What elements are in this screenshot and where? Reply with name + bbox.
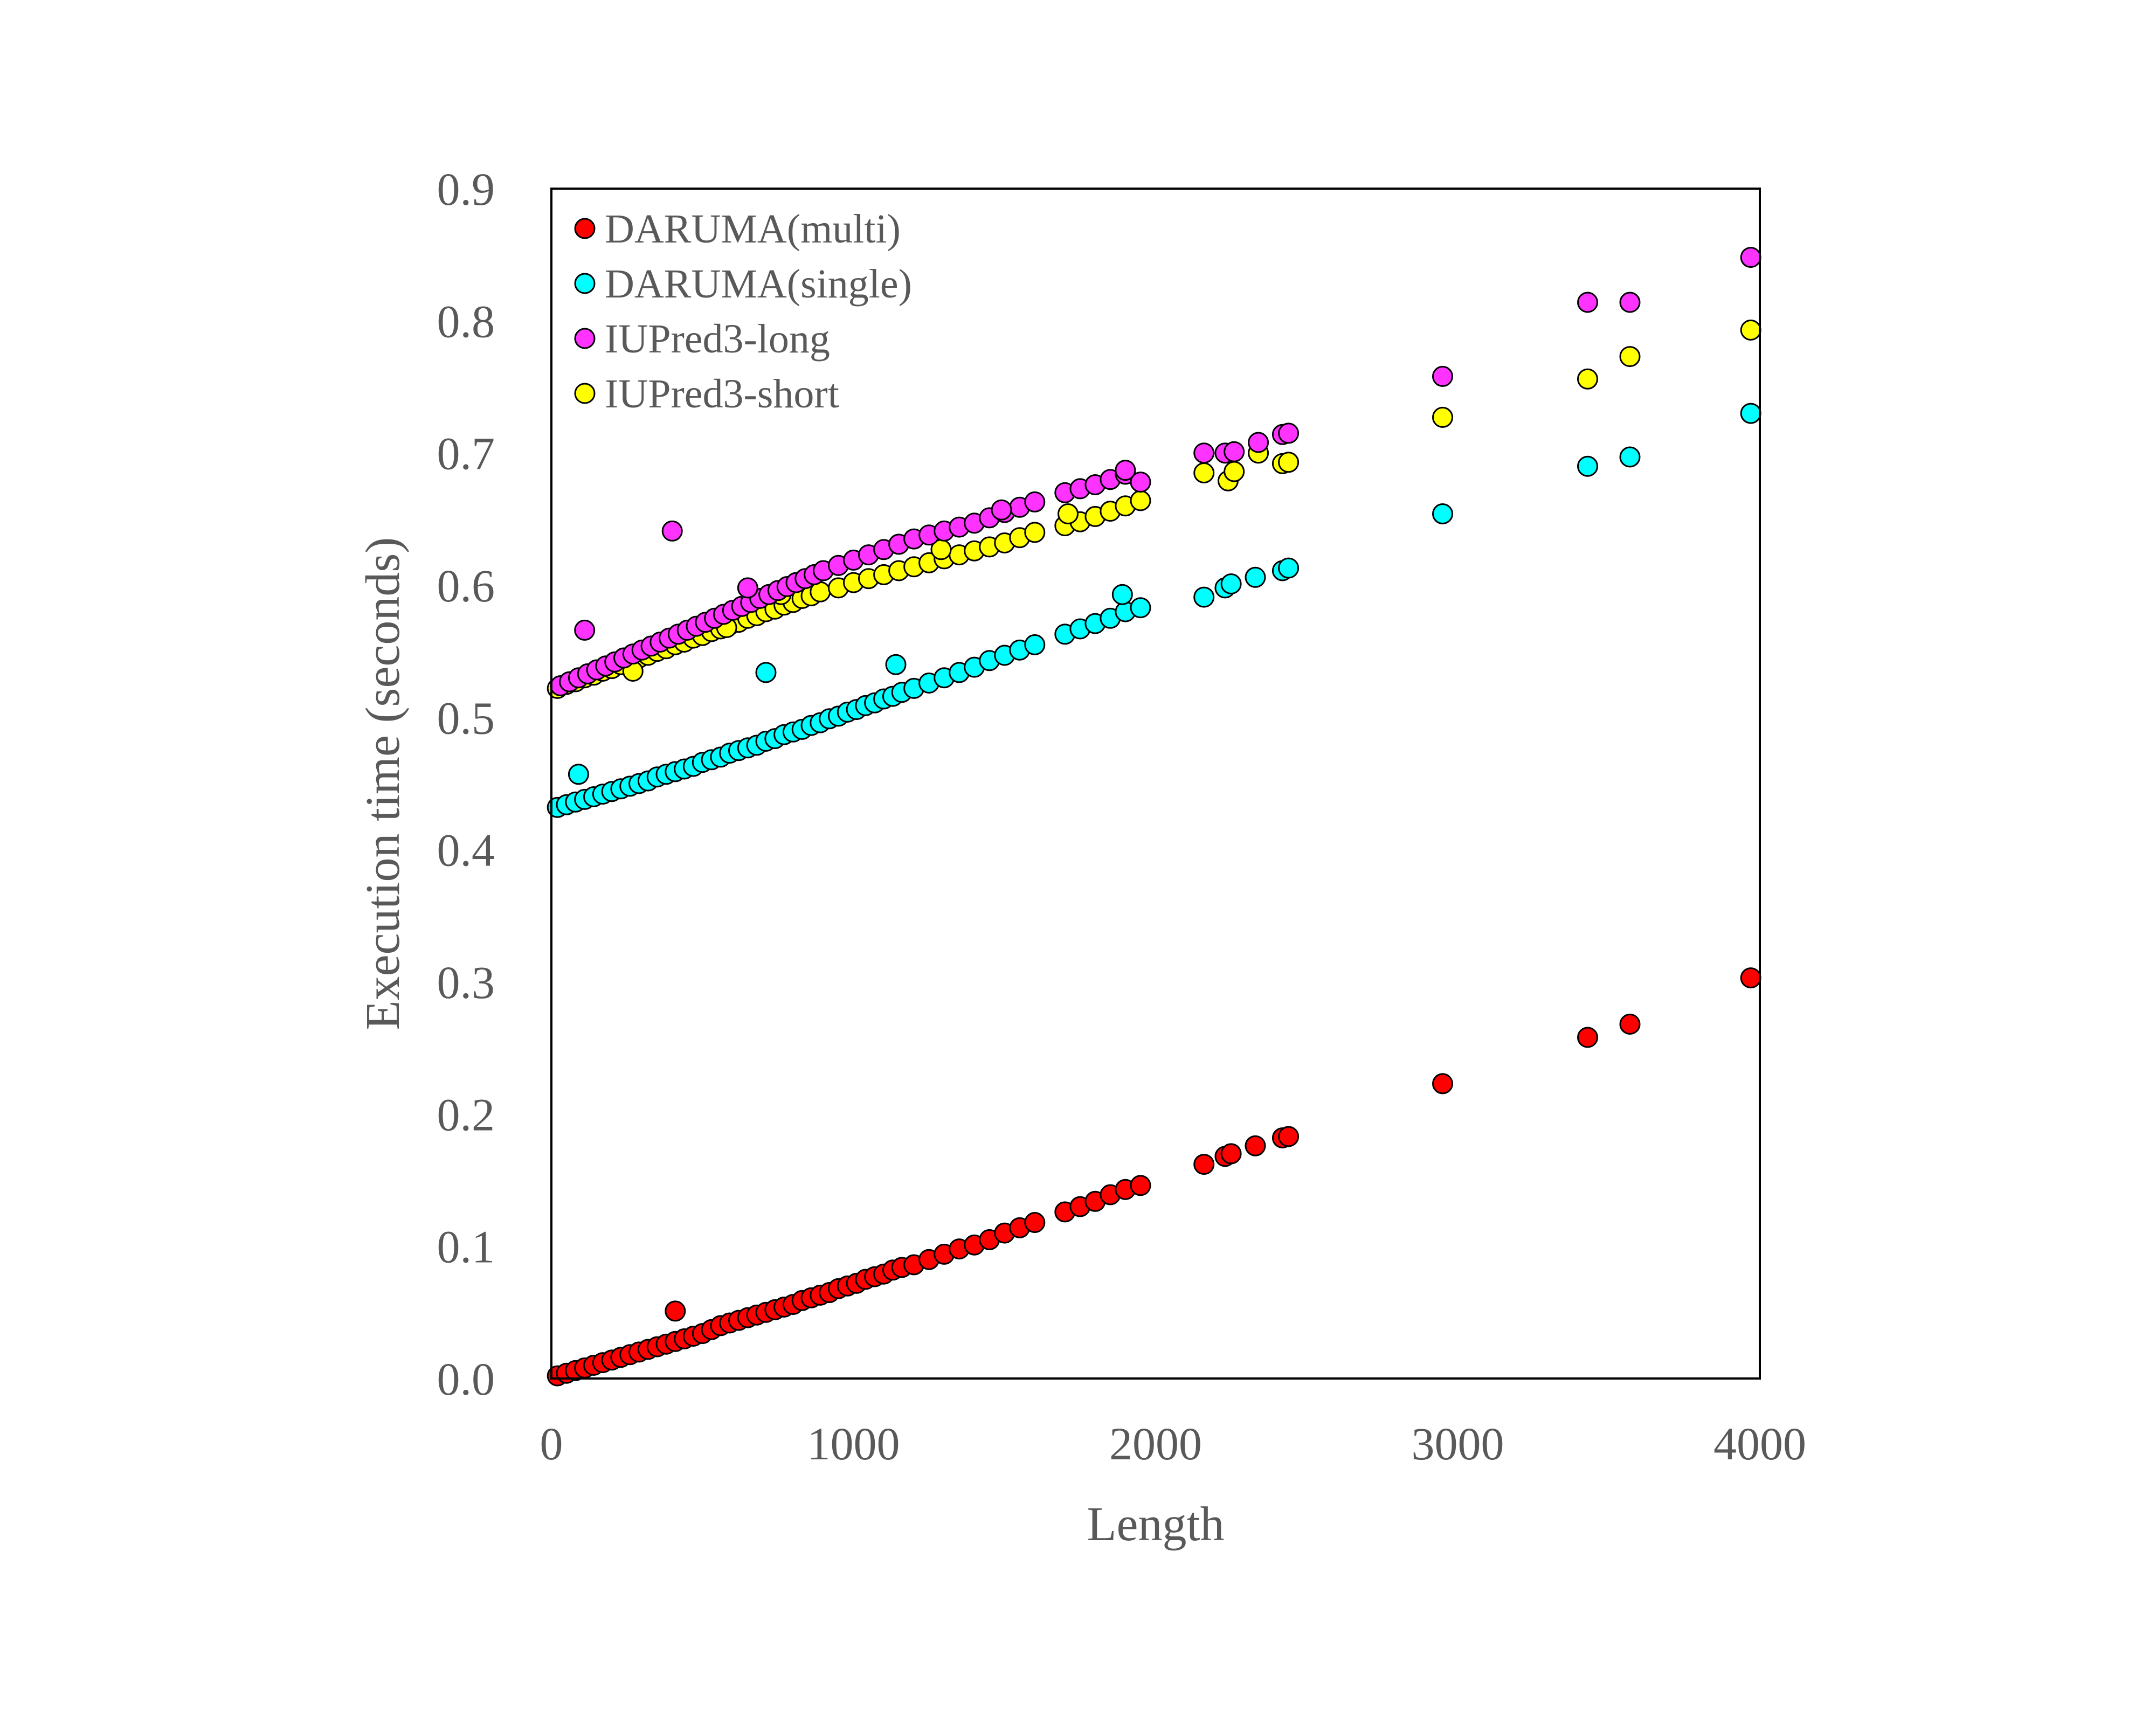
data-point-3-59: [1740, 320, 1761, 341]
data-point-3-52: [1224, 461, 1245, 482]
legend-label: IUPred3-long: [605, 316, 830, 362]
tick-labels: 0 1000 2000 3000 4000 0.0 0.1 0.2 0.3 0.4 0.5 0.6 0.…: [437, 163, 1807, 1470]
y-tick-label: 0.5: [437, 692, 495, 744]
data-point-1-62: [1619, 446, 1641, 468]
y-tick-label: 0.7: [437, 428, 495, 480]
data-point-3-58: [1619, 346, 1641, 368]
data-point-0-64: [665, 1300, 686, 1322]
plot-area-frame: [550, 188, 1761, 1380]
y-axis-title: Execution time (seconds): [356, 537, 410, 1030]
data-point-0-63: [1740, 967, 1761, 989]
data-point-2-62: [737, 577, 758, 599]
data-point-1-57: [1245, 566, 1266, 588]
data-point-2-53: [1248, 432, 1269, 453]
y-tick-label: 0.6: [437, 560, 495, 612]
data-point-1-54: [1193, 586, 1215, 608]
legend-label: DARUMA(single): [605, 261, 912, 307]
legend-marker: [574, 383, 596, 404]
data-point-2-63: [991, 499, 1012, 521]
x-axis-title: Length: [1087, 1498, 1225, 1551]
data-point-3-56: [1432, 406, 1453, 428]
y-tick-label: 0.9: [437, 163, 495, 215]
legend-label: IUPred3-short: [605, 371, 839, 417]
data-point-0-59: [1278, 1126, 1300, 1147]
y-tick-label: 0.1: [437, 1221, 495, 1273]
data-point-0-61: [1577, 1027, 1598, 1048]
x-tick-label: 4000: [1713, 1418, 1806, 1470]
data-point-1-59: [1278, 557, 1300, 579]
data-point-0-62: [1619, 1014, 1641, 1035]
x-tick-label: 3000: [1412, 1418, 1504, 1470]
data-point-0-60: [1432, 1073, 1453, 1095]
data-point-2-56: [1432, 365, 1453, 387]
data-point-1-56: [1220, 573, 1242, 594]
y-tick-label: 0.4: [437, 825, 495, 876]
y-tick-label: 0.0: [437, 1353, 495, 1405]
data-point-1-47: [1024, 634, 1046, 655]
data-point-2-50: [1193, 442, 1215, 464]
y-tick-label: 0.3: [437, 957, 495, 1008]
data-point-1-63: [1740, 403, 1761, 424]
data-point-2-49: [1130, 472, 1151, 493]
data-point-1-65: [755, 662, 777, 683]
data-point-2-61: [661, 520, 683, 542]
data-point-3-50: [1193, 462, 1215, 483]
data-point-1-60: [1432, 503, 1453, 524]
data-point-1-66: [885, 654, 907, 675]
legend-marker: [574, 273, 596, 294]
data-point-3-49: [1130, 490, 1151, 511]
data-point-1-67: [1111, 584, 1133, 605]
data-point-2-52: [1224, 441, 1245, 462]
data-point-2-55: [1278, 422, 1300, 444]
data-point-1-64: [568, 764, 589, 785]
data-point-2-43: [1024, 491, 1046, 512]
data-point-0-53: [1130, 1175, 1151, 1196]
y-tick-label: 0.2: [437, 1089, 495, 1140]
x-tick-label: 1000: [807, 1418, 900, 1470]
data-point-3-57: [1577, 368, 1598, 390]
data-point-1-53: [1130, 597, 1151, 619]
legend-marker: [574, 328, 596, 349]
points-layer: [547, 247, 1761, 1387]
data-point-1-61: [1577, 455, 1598, 477]
data-point-3-64: [1058, 503, 1079, 524]
data-point-3-55: [1278, 452, 1300, 473]
data-point-0-57: [1245, 1135, 1266, 1156]
data-point-2-59: [1740, 247, 1761, 268]
x-tick-label: 0: [540, 1418, 563, 1470]
data-point-2-57: [1577, 292, 1598, 313]
x-tick-label: 2000: [1109, 1418, 1202, 1470]
data-point-3-43: [1024, 522, 1046, 543]
data-point-2-64: [1115, 460, 1136, 481]
data-point-2-60: [574, 619, 596, 641]
legend: DARUMA(multi) DARUMA(single) IUPred3-long I…: [574, 206, 912, 417]
data-point-0-47: [1024, 1212, 1046, 1233]
data-point-2-58: [1619, 292, 1641, 313]
legend-label: DARUMA(multi): [605, 206, 901, 252]
data-point-0-54: [1193, 1154, 1215, 1175]
legend-marker: [574, 218, 596, 239]
data-point-0-56: [1220, 1143, 1242, 1165]
y-tick-label: 0.8: [437, 295, 495, 347]
